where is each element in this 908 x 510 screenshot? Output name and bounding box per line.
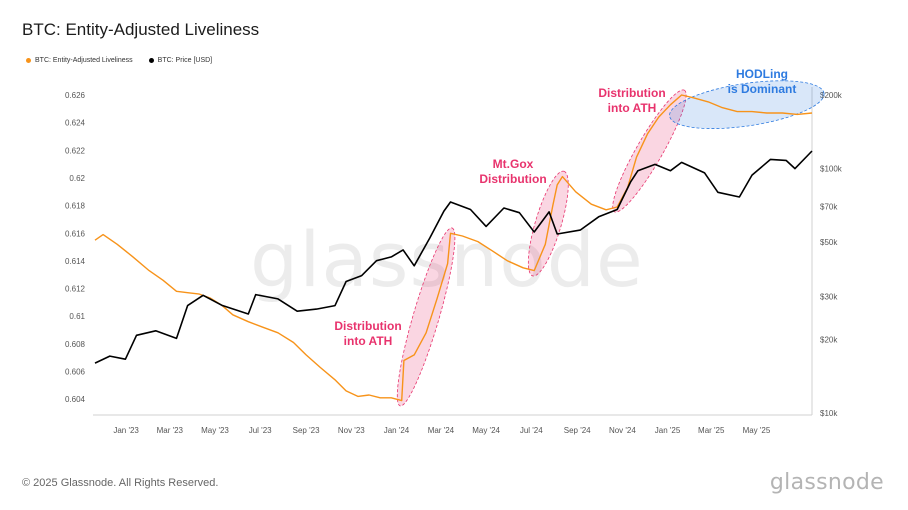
annotation-label: into ATH <box>344 334 393 348</box>
x-tick-label: May '25 <box>743 426 771 435</box>
y-right-tick-label: $30k <box>820 292 838 301</box>
x-tick-label: Sep '24 <box>564 426 591 435</box>
brand-logo: glassnode <box>769 470 884 495</box>
x-tick-label: May '24 <box>472 426 500 435</box>
legend: BTC: Entity-Adjusted Liveliness BTC: Pri… <box>26 57 212 64</box>
y-left-tick-label: 0.62 <box>69 174 85 183</box>
legend-item-liveliness[interactable]: BTC: Entity-Adjusted Liveliness <box>26 57 133 64</box>
x-tick-label: Nov '23 <box>338 426 365 435</box>
copyright-text: © 2025 Glassnode. All Rights Reserved. <box>22 477 219 489</box>
legend-label-price: BTC: Price [USD] <box>157 57 213 64</box>
legend-label-liveliness: BTC: Entity-Adjusted Liveliness <box>35 57 133 64</box>
annotation-label: HODLing <box>736 67 788 81</box>
annotation-label: is Dominant <box>728 82 797 96</box>
y-right-tick-label: $70k <box>820 202 838 211</box>
legend-swatch-price <box>148 58 154 63</box>
y-left-tick-label: 0.622 <box>65 146 86 155</box>
y-right-tick-label: $10k <box>820 409 838 418</box>
y-left-tick-label: 0.608 <box>65 340 86 349</box>
x-tick-label: Jan '23 <box>113 426 139 435</box>
annotation-label: into ATH <box>608 101 657 115</box>
y-right-tick-label: $200k <box>820 91 843 100</box>
x-tick-label: May '23 <box>201 426 229 435</box>
x-tick-label: Jan '25 <box>655 426 681 435</box>
y-right-tick-label: $100k <box>820 165 843 174</box>
x-tick-label: Nov '24 <box>609 426 636 435</box>
x-tick-label: Mar '25 <box>698 426 725 435</box>
legend-swatch-liveliness <box>26 58 31 63</box>
highlight-ellipse <box>669 80 825 129</box>
x-tick-label: Jul '24 <box>520 426 543 435</box>
y-right-tick-label: $50k <box>820 238 838 247</box>
price-line <box>94 150 813 364</box>
x-tick-label: Jan '24 <box>384 426 410 435</box>
x-tick-label: Mar '23 <box>157 426 184 435</box>
y-left-tick-label: 0.626 <box>65 91 86 100</box>
x-tick-label: Jul '23 <box>249 426 272 435</box>
legend-item-price[interactable]: BTC: Price [USD] <box>148 57 213 64</box>
y-left-tick-label: 0.618 <box>65 202 86 211</box>
annotation-label: Distribution <box>334 319 401 333</box>
y-left-tick-label: 0.624 <box>65 119 86 128</box>
highlight-ellipse <box>527 170 569 277</box>
annotation-label: Mt.Gox <box>493 157 534 171</box>
y-left-tick-label: 0.606 <box>65 368 86 377</box>
highlight-ellipse <box>396 227 456 407</box>
x-tick-label: Sep '23 <box>293 426 320 435</box>
y-left-tick-label: 0.61 <box>69 312 85 321</box>
annotation-label: Distribution <box>479 172 546 186</box>
y-left-tick-label: 0.612 <box>65 285 86 294</box>
y-left-tick-label: 0.604 <box>65 395 86 404</box>
y-right-tick-label: $20k <box>820 335 838 344</box>
annotation-label: Distribution <box>598 86 665 100</box>
y-left-tick-label: 0.616 <box>65 229 86 238</box>
chart-title: BTC: Entity-Adjusted Liveliness <box>22 20 260 39</box>
x-tick-label: Mar '24 <box>428 426 455 435</box>
y-left-tick-label: 0.614 <box>65 257 86 266</box>
